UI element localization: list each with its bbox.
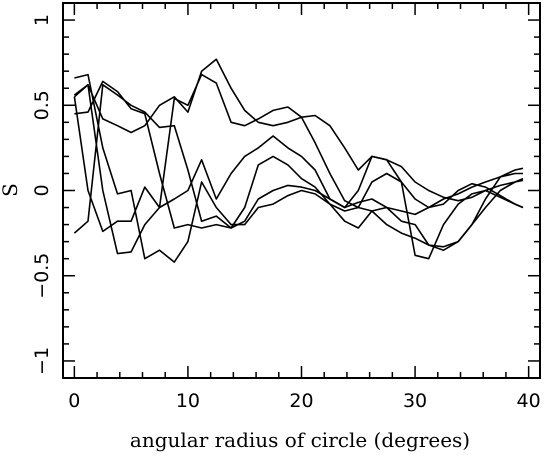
x-tick-label: 40 — [517, 390, 541, 412]
x-tick-label: 0 — [68, 390, 80, 412]
series-line-1 — [74, 73, 524, 263]
x-axis-label: angular radius of circle (degrees) — [130, 428, 470, 452]
series-layer — [73, 58, 524, 263]
y-tick-label: 0.5 — [31, 90, 53, 120]
x-tick-label: 10 — [176, 390, 200, 412]
y-tick-label: 0 — [31, 184, 53, 196]
series-line-3 — [73, 84, 523, 234]
y-tick-label: −1 — [31, 347, 53, 375]
y-tick-label: −0.5 — [31, 253, 53, 299]
series-line-6 — [73, 84, 524, 260]
y-axis-label: S — [0, 183, 22, 197]
series-line-4 — [74, 80, 524, 251]
series-line-5 — [73, 73, 524, 233]
tick-layer: 0 10 20 30 40 −1 −0.5 0 0.5 1 — [31, 2, 541, 412]
x-tick-label: 30 — [403, 390, 427, 412]
x-tick-label: 20 — [289, 390, 313, 412]
y-tick-label: 1 — [31, 14, 53, 26]
series-line-2 — [73, 58, 524, 202]
